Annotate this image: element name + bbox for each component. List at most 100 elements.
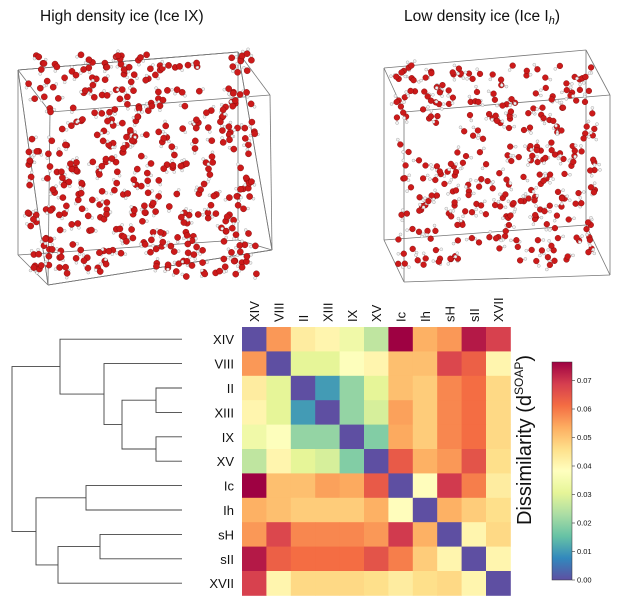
hydrogen-atom: [174, 145, 178, 150]
heatmap-cell: [486, 449, 511, 474]
hydrogen-atom: [144, 101, 149, 106]
hydrogen-atom: [396, 137, 400, 142]
heatmap-cell: [437, 546, 462, 572]
heatmap-cell: [242, 375, 267, 401]
oxygen-atom: [101, 76, 109, 83]
oxygen-atom: [220, 255, 228, 263]
heatmap-cell: [290, 571, 316, 596]
heatmap-cell: [242, 400, 267, 425]
oxygen-atom: [27, 173, 35, 181]
heatmap-cell: [461, 375, 487, 401]
oxygen-atom: [543, 221, 550, 228]
hydrogen-atom: [582, 81, 586, 85]
oxygen-atom: [540, 114, 547, 122]
hydrogen-atom: [587, 135, 591, 139]
dendrogram: [11, 338, 182, 584]
oxygen-atom: [492, 112, 499, 119]
column-label: VIII: [272, 302, 287, 322]
heatmap-cell: [290, 546, 316, 572]
oxygen-atom: [40, 60, 48, 67]
oxygen-atom: [395, 260, 402, 267]
hydrogen-atom: [558, 161, 563, 166]
hydrogen-atom: [455, 251, 459, 255]
oxygen-atom: [449, 69, 456, 76]
oxygen-atom: [420, 261, 427, 268]
oxygen-atom: [422, 162, 429, 169]
hydrogen-atom: [564, 97, 568, 101]
oxygen-atom: [393, 114, 401, 121]
oxygen-atom: [236, 91, 244, 98]
oxygen-atom: [59, 174, 66, 181]
oxygen-atom: [452, 168, 460, 176]
hydrogen-atom: [561, 234, 565, 239]
hydrogen-atom: [591, 247, 595, 252]
heatmap-cell: [266, 522, 292, 547]
oxygen-atom: [75, 196, 82, 204]
hydrogen-atom: [548, 228, 552, 232]
oxygen-atom: [234, 201, 242, 209]
heatmap-cell: [486, 327, 511, 352]
hydrogen-atom: [131, 182, 136, 186]
hydrogen-atom: [128, 86, 132, 90]
hydrogen-atom: [513, 114, 517, 118]
oxygen-atom: [201, 270, 209, 278]
hydrogen-atom: [129, 205, 134, 209]
hydrogen-atom: [108, 210, 113, 214]
heatmap-cell: [461, 497, 487, 523]
hydrogen-atom: [457, 197, 461, 201]
hydrogen-atom: [246, 206, 250, 211]
hydrogen-atom: [411, 158, 416, 163]
unit-cell-edge: [47, 249, 273, 286]
heatmap-cell: [461, 473, 487, 499]
unit-cell-edge: [17, 69, 51, 113]
oxygen-atom: [245, 230, 252, 237]
hydrogen-atom: [538, 253, 542, 258]
oxygen-atom: [407, 184, 415, 191]
hydrogen-atom: [474, 84, 478, 89]
oxygen-atom: [496, 245, 503, 252]
hydrogen-atom: [514, 144, 518, 149]
unit-cell-edge: [585, 224, 611, 276]
row-label: XIII: [214, 405, 234, 420]
heatmap-cell: [339, 351, 365, 377]
oxygen-atom: [62, 141, 69, 149]
hydrogen-atom: [200, 213, 205, 217]
oxygen-atom: [558, 195, 566, 202]
hydrogen-atom: [582, 190, 586, 194]
hydrogen-atom: [548, 112, 552, 117]
oxygen-atom: [551, 257, 558, 264]
oxygen-atom: [219, 127, 226, 134]
oxygen-atom: [35, 53, 43, 61]
oxygen-atom: [221, 263, 229, 271]
hydrogen-atom: [401, 158, 405, 163]
oxygen-atom: [498, 76, 505, 83]
oxygen-atom: [470, 132, 477, 139]
oxygen-atom: [447, 255, 454, 262]
oxygen-atom: [534, 159, 541, 166]
hydrogen-atom: [167, 209, 171, 213]
hydrogen-atom: [488, 77, 492, 82]
oxygen-atom: [56, 211, 63, 219]
oxygen-atom: [220, 238, 228, 245]
oxygen-atom: [208, 153, 216, 160]
oxygen-atom: [182, 273, 190, 280]
unit-cell-edge: [403, 274, 611, 283]
oxygen-atom: [164, 261, 172, 269]
oxygen-atom: [525, 110, 532, 117]
oxygen-atom: [228, 249, 235, 256]
oxygen-atom: [56, 150, 63, 157]
hydrogen-atom: [117, 173, 122, 178]
oxygen-atom: [89, 196, 96, 204]
oxygen-atom: [134, 113, 142, 120]
heatmap-cell: [290, 351, 316, 377]
hydrogen-atom: [235, 264, 240, 268]
oxygen-atom: [534, 66, 541, 73]
oxygen-atom: [105, 247, 113, 255]
hydrogen-atom: [496, 199, 501, 204]
oxygen-atom: [409, 225, 416, 233]
oxygen-atom: [98, 187, 106, 195]
hydrogen-atom: [429, 109, 434, 113]
oxygen-atom: [243, 89, 250, 96]
hydrogen-atom: [495, 103, 499, 108]
hydrogen-atom: [467, 94, 472, 99]
